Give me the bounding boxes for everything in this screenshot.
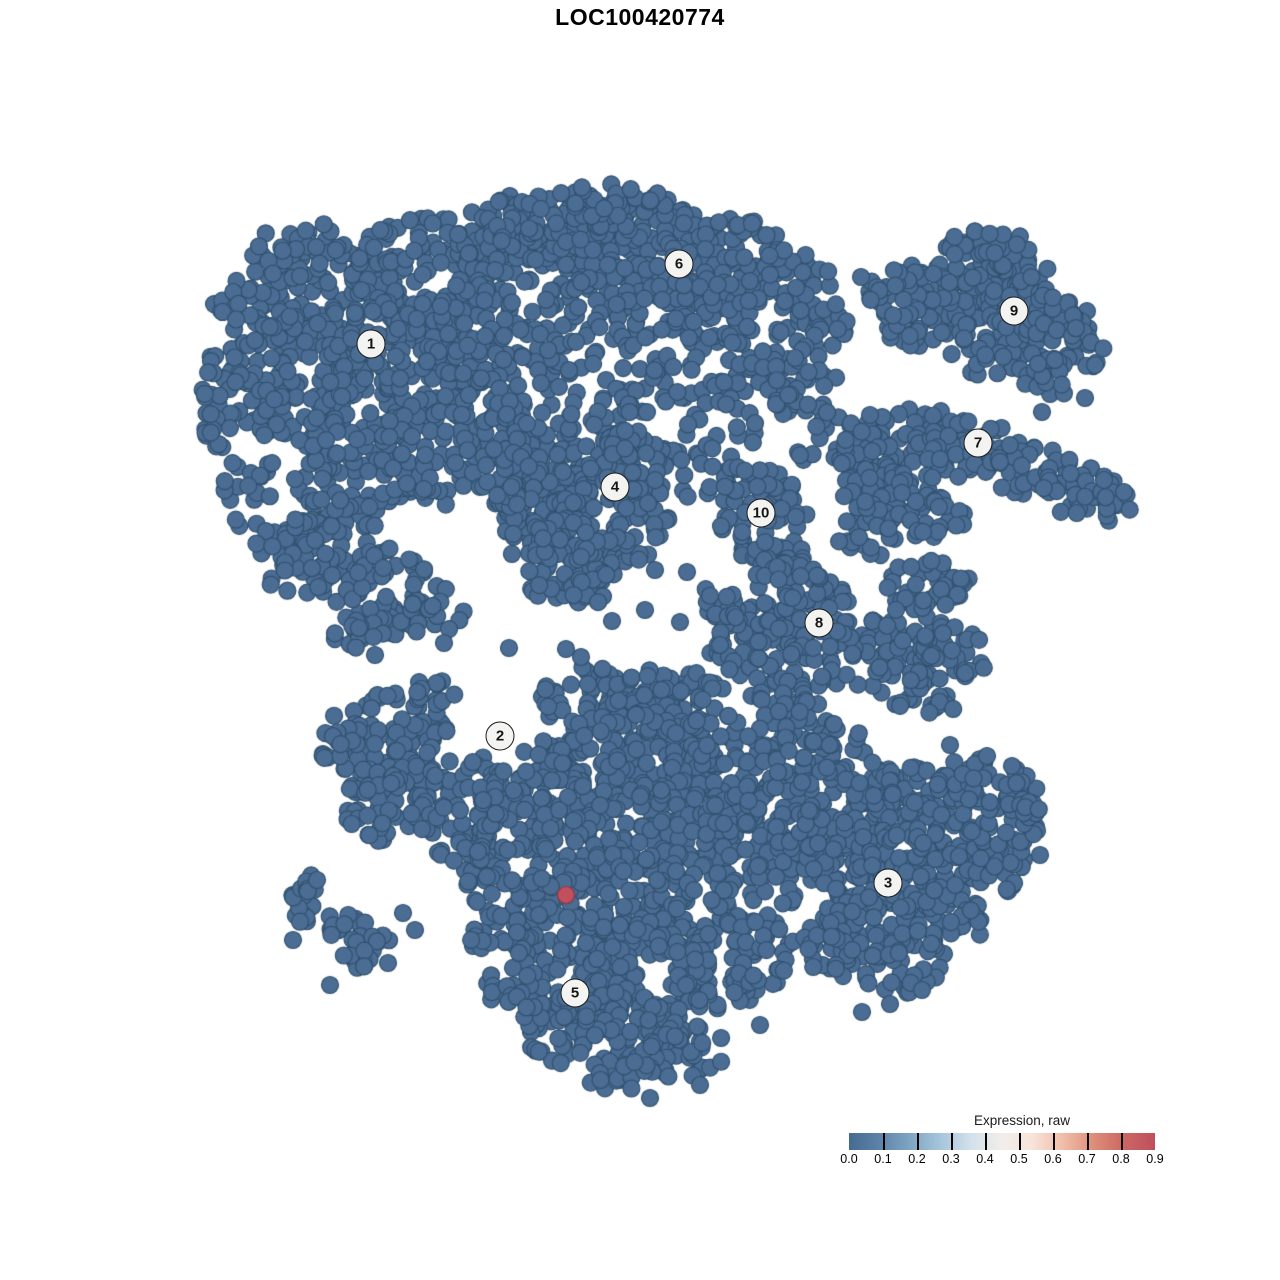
scatter-canvas xyxy=(0,0,1280,1280)
